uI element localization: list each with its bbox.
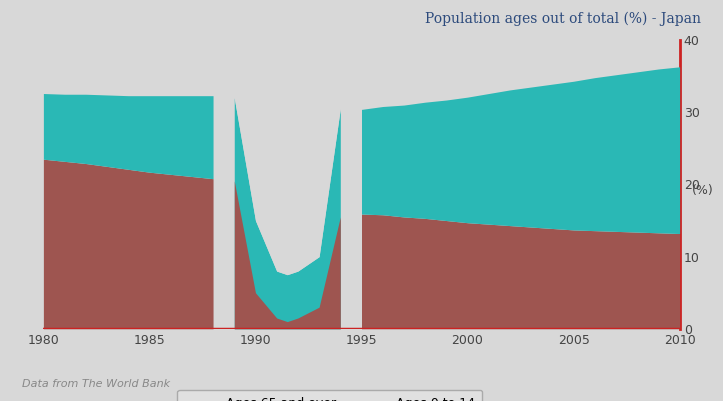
Text: Population ages out of total (%) - Japan: Population ages out of total (%) - Japan	[425, 12, 701, 26]
Legend: Ages 65 and over, Ages 0 to 14: Ages 65 and over, Ages 0 to 14	[177, 390, 482, 401]
Text: Data from The World Bank: Data from The World Bank	[22, 379, 170, 389]
Y-axis label: (%): (%)	[692, 184, 714, 197]
